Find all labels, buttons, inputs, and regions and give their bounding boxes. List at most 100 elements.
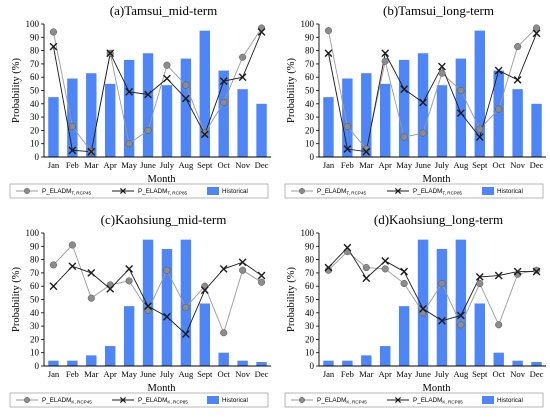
y-tick-label: 0: [310, 361, 315, 371]
bar-historical: [474, 30, 485, 157]
legend-label-historical: Historical: [497, 397, 523, 404]
point-rcp85: [87, 269, 96, 277]
point-rcp45: [324, 27, 333, 35]
legend-marker-rcp45: [24, 188, 30, 194]
x-tick-label: Aug: [453, 369, 469, 379]
y-tick-label: 40: [305, 99, 315, 109]
point-rcp85: [343, 243, 352, 252]
y-tick-label: 80: [305, 255, 315, 265]
point-rcp45: [163, 266, 171, 274]
bar-historical: [161, 85, 173, 157]
y-tick-label: 20: [30, 334, 40, 344]
legend-subscript-rcp85: K, RCP85: [442, 400, 463, 405]
bar-historical: [86, 73, 97, 157]
point-rcp85: [400, 267, 409, 276]
x-tick-label: Feb: [66, 369, 79, 379]
legend-label-historical: Historical: [497, 188, 523, 195]
point-rcp45: [457, 321, 465, 329]
y-tick-label: 50: [30, 86, 40, 96]
point-rcp45: [49, 28, 58, 36]
legend-marker-rcp45: [24, 397, 30, 403]
legend-swatch-historical: [482, 396, 494, 404]
point-rcp45: [201, 129, 209, 137]
y-tick-label: 0: [35, 361, 40, 371]
legend-marker-rcp85: [119, 187, 127, 195]
legend-subscript-rcp45: T, RCP45: [71, 191, 91, 196]
point-rcp85: [456, 311, 465, 320]
y-tick-label: 90: [305, 241, 315, 251]
y-tick-label: 100: [301, 19, 315, 29]
x-tick-label: Feb: [341, 160, 354, 170]
point-rcp45: [400, 279, 408, 288]
point-rcp85: [400, 85, 409, 94]
point-rcp45: [182, 81, 190, 89]
legend-swatch-historical: [207, 396, 219, 404]
series-line-rcp45: [328, 27, 537, 151]
legend-label-rcp85: P_ELADMT, RCP85: [413, 188, 463, 196]
bar-historical: [512, 360, 523, 366]
point-rcp85: [181, 330, 190, 338]
bar-historical: [199, 30, 210, 157]
point-rcp85: [513, 267, 522, 276]
point-rcp85: [362, 147, 371, 156]
x-tick-label: June: [140, 369, 156, 379]
x-tick-label: Mar: [359, 160, 373, 170]
legend-subscript-rcp45: K, RCP45: [71, 400, 92, 405]
x-tick-label: Sept: [197, 369, 213, 379]
y-tick-label: 30: [30, 321, 40, 331]
bar-historical: [361, 73, 372, 157]
point-rcp85: [456, 109, 465, 118]
point-rcp45: [532, 266, 541, 274]
x-tick-label: Dec: [530, 160, 544, 170]
y-tick-label: 80: [30, 255, 40, 265]
bar-historical: [48, 97, 59, 157]
bar-historical: [48, 360, 59, 366]
y-tick-label: 90: [30, 241, 40, 251]
panel-title: (b)Tamsui_long-term: [383, 3, 494, 18]
point-rcp85: [532, 29, 541, 38]
point-rcp85: [494, 271, 503, 280]
point-rcp85: [68, 262, 77, 271]
bar-historical: [342, 360, 353, 366]
bar-historical: [493, 70, 504, 157]
x-tick-label: Jan: [48, 369, 60, 379]
legend-label-rcp45: P_ELADMT, RCP45: [317, 188, 367, 196]
bar-historical: [237, 360, 248, 366]
bar-historical: [218, 70, 229, 157]
point-rcp45: [362, 264, 370, 272]
point-rcp45: [457, 86, 465, 95]
point-rcp45: [532, 24, 541, 32]
point-rcp45: [476, 125, 484, 133]
y-axis-label: Probability (%): [11, 57, 22, 123]
x-tick-label: Jan: [323, 160, 335, 170]
legend-label-historical: Historical: [222, 397, 248, 404]
x-axis-label: Month: [422, 383, 451, 394]
y-tick-label: 90: [305, 32, 315, 42]
point-rcp85: [219, 265, 228, 273]
bar-historical: [256, 362, 267, 366]
y-tick-label: 70: [305, 59, 315, 69]
bar-historical: [237, 89, 248, 157]
x-tick-label: Oct: [217, 160, 230, 170]
point-rcp85: [200, 130, 209, 139]
point-rcp85: [343, 145, 352, 153]
series-line-rcp85: [328, 246, 537, 322]
chart-panel-2: (b)Tamsui_long-term 0 10 20 30 40 50 60 70 80 90 10…: [284, 3, 546, 199]
y-tick-label: 40: [30, 308, 40, 318]
point-rcp85: [362, 274, 371, 283]
y-tick-label: 60: [30, 72, 40, 82]
x-axis-label: Month: [147, 383, 176, 394]
legend-label-historical: Historical: [222, 188, 248, 195]
point-rcp85: [381, 257, 390, 265]
y-tick-label: 60: [305, 281, 315, 291]
bar-historical: [180, 58, 192, 157]
legend-marker-rcp45: [299, 397, 305, 403]
point-rcp85: [438, 62, 446, 71]
y-axis-label: Probability (%): [286, 266, 297, 332]
legend-swatch-historical: [482, 187, 494, 195]
bar-historical: [256, 103, 267, 157]
y-axis-label: Probability (%): [11, 266, 22, 332]
point-rcp85: [324, 49, 333, 58]
legend-box: [9, 392, 269, 408]
y-tick-label: 80: [30, 46, 40, 56]
